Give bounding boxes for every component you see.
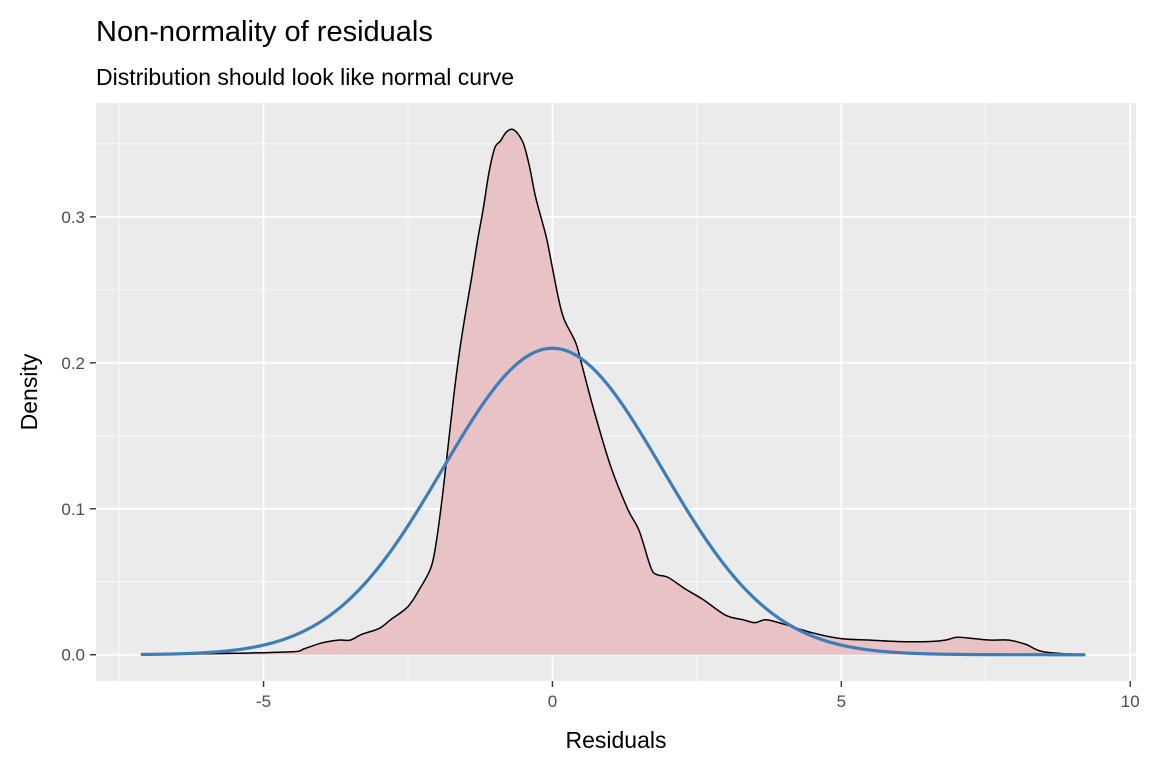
y-axis-title: Density [16, 353, 42, 430]
x-axis: -5 0 5 10 [256, 681, 1140, 711]
y-axis: 0.0 0.1 0.2 0.3 [61, 208, 96, 665]
normal-curve-line [140, 346, 1086, 657]
grid-minor [96, 103, 1136, 681]
density-area [142, 129, 1085, 655]
y-tick-label: 0.3 [61, 208, 85, 227]
y-tick-label: 0.1 [61, 500, 85, 519]
x-tick-label: 0 [548, 692, 557, 711]
density-outline [142, 128, 1085, 656]
x-tick-label: 10 [1121, 692, 1140, 711]
chart-subtitle: Distribution should look like normal cur… [96, 64, 514, 90]
y-tick-label: 0.0 [61, 646, 85, 665]
chart-title: Non-normality of residuals [96, 16, 433, 48]
x-tick-label: 5 [837, 692, 846, 711]
x-axis-title: Residuals [566, 727, 667, 753]
x-tick-label: -5 [256, 692, 271, 711]
y-tick-label: 0.2 [61, 354, 85, 373]
